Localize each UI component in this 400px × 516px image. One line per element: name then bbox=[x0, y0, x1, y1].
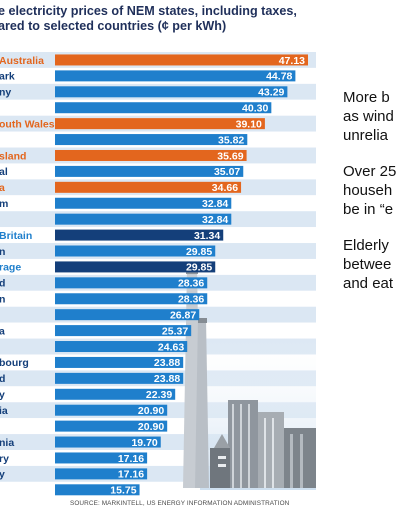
bar bbox=[55, 468, 148, 480]
bar bbox=[55, 213, 232, 225]
paragraph-line: More b bbox=[343, 89, 390, 106]
bar bbox=[55, 404, 168, 416]
value-label: 28.36 bbox=[178, 294, 204, 306]
paragraph-2: Over 25 househ be in “e bbox=[343, 162, 400, 219]
value-label: 35.69 bbox=[217, 150, 243, 162]
value-label: 29.85 bbox=[186, 246, 212, 258]
paragraph-line: and eat bbox=[343, 275, 394, 292]
bar bbox=[55, 452, 148, 464]
category-label: n bbox=[0, 246, 5, 258]
category-label: m bbox=[0, 198, 8, 210]
category-label: al bbox=[0, 166, 8, 178]
bar bbox=[55, 356, 184, 368]
bar bbox=[55, 245, 216, 257]
value-label: 20.90 bbox=[138, 405, 164, 417]
bar-chart: 47.13Australia44.78ark43.29ny40.3039.10o… bbox=[0, 52, 316, 497]
category-label: y bbox=[0, 469, 5, 481]
chart-panel: 47.13 Australia 44.78 ark 43.29 ny 40.30 39.10 o… bbox=[0, 4, 316, 507]
bar bbox=[55, 277, 208, 289]
value-label: 29.85 bbox=[186, 262, 212, 274]
chart-title: e electricity prices of NEM states, incl… bbox=[0, 4, 297, 33]
bar bbox=[55, 102, 272, 114]
bar bbox=[55, 134, 248, 146]
value-label: 17.16 bbox=[118, 469, 144, 481]
value-label: 35.07 bbox=[214, 166, 240, 178]
paragraph-line: as wind bbox=[343, 108, 394, 125]
power-station-image bbox=[183, 268, 316, 490]
value-label: 44.78 bbox=[266, 71, 292, 83]
category-label: rage bbox=[0, 262, 21, 274]
category-label: ark bbox=[0, 71, 15, 83]
category-label: ia bbox=[0, 405, 8, 417]
value-label: 43.29 bbox=[258, 87, 284, 99]
category-label: ny bbox=[0, 87, 11, 99]
value-label: 32.84 bbox=[202, 214, 228, 226]
bar bbox=[55, 325, 192, 337]
value-label: 28.36 bbox=[178, 278, 204, 290]
value-label: 35.82 bbox=[218, 134, 244, 146]
value-label: 25.37 bbox=[162, 325, 188, 337]
bar bbox=[55, 181, 242, 193]
category-label: a bbox=[0, 182, 5, 194]
bar bbox=[55, 261, 216, 273]
bar bbox=[55, 436, 161, 448]
side-text: More b as wind unrelia Over 25 househ be… bbox=[343, 88, 400, 310]
bar bbox=[55, 293, 208, 305]
bar bbox=[55, 229, 224, 241]
bar bbox=[55, 372, 184, 384]
value-label: 31.34 bbox=[194, 230, 220, 242]
value-label: 19.70 bbox=[131, 437, 157, 449]
category-label: Britain bbox=[0, 230, 32, 242]
category-label: d bbox=[0, 278, 5, 290]
category-label: d bbox=[0, 373, 5, 385]
value-label: 17.16 bbox=[118, 453, 144, 465]
bar bbox=[55, 197, 232, 209]
paragraph-line: unrelia bbox=[343, 127, 389, 144]
category-label: y bbox=[0, 389, 5, 401]
value-label: 34.66 bbox=[212, 182, 238, 194]
value-label: 40.30 bbox=[242, 103, 268, 115]
source-line: SOURCE: MARKINTELL, US ENERGY INFORMATIO… bbox=[70, 500, 290, 507]
category-label: nia bbox=[0, 437, 14, 449]
bar bbox=[55, 341, 188, 353]
bar bbox=[55, 118, 265, 130]
paragraph-1: More b as wind unrelia bbox=[343, 88, 400, 145]
bar bbox=[55, 86, 288, 98]
bar bbox=[55, 484, 140, 496]
value-label: 47.13 bbox=[279, 55, 305, 67]
category-label: n bbox=[0, 294, 5, 306]
value-label: 23.88 bbox=[154, 373, 180, 385]
value-label: 23.88 bbox=[154, 357, 180, 369]
bar bbox=[55, 70, 296, 82]
bar bbox=[55, 149, 247, 161]
value-label: 22.39 bbox=[146, 389, 172, 401]
value-label: 20.90 bbox=[138, 421, 164, 433]
category-label: outh Wales bbox=[0, 118, 55, 130]
bar bbox=[55, 388, 176, 400]
value-label: 24.63 bbox=[158, 341, 184, 353]
bar bbox=[55, 54, 308, 66]
bar bbox=[55, 420, 168, 432]
value-label: 26.87 bbox=[170, 309, 196, 321]
paragraph-line: be in “e bbox=[343, 201, 394, 218]
paragraph-3: Elderly betwee and eat bbox=[343, 236, 400, 293]
bar bbox=[55, 165, 244, 177]
category-label: ry bbox=[0, 453, 9, 465]
category-label: sland bbox=[0, 150, 26, 162]
category-label: a bbox=[0, 325, 5, 337]
bar bbox=[55, 309, 200, 321]
value-label: 32.84 bbox=[202, 198, 228, 210]
paragraph-line: Elderly bbox=[343, 237, 389, 254]
paragraph-line: betwee bbox=[343, 256, 392, 273]
paragraph-line: Over 25 bbox=[343, 163, 397, 180]
paragraph-line: househ bbox=[343, 182, 393, 199]
category-label: bourg bbox=[0, 357, 29, 369]
value-label: 39.10 bbox=[236, 118, 262, 130]
category-label: Australia bbox=[0, 55, 44, 67]
value-label: 15.75 bbox=[110, 485, 136, 497]
